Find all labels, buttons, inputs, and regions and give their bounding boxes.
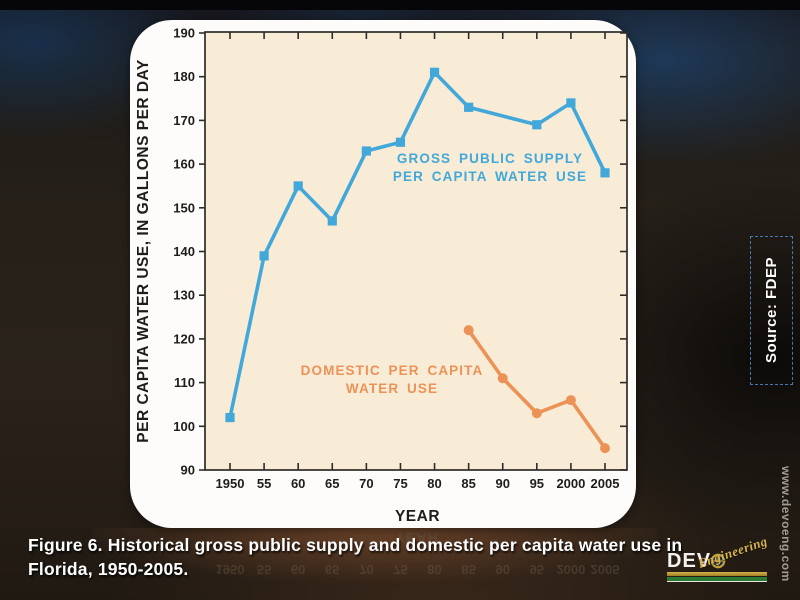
data-point-circle xyxy=(600,443,610,454)
data-point-square xyxy=(532,120,542,130)
data-point-circle xyxy=(565,395,576,406)
y-tick-label: 100 xyxy=(173,419,195,434)
devo-logo: DEV Engineering xyxy=(667,533,775,595)
figure-card: 1950 55 60 65 70 75 80 85 90 95 2000 2005 90 100 110 12… xyxy=(130,20,636,528)
x-tick-label: 60 xyxy=(291,476,305,491)
chart-svg: 1950 55 60 65 70 75 80 85 90 95 2000 2005 90 100 110 12… xyxy=(135,26,628,525)
x-tick-label: 55 xyxy=(257,476,271,491)
data-point-square xyxy=(361,146,371,156)
x-tick-label: 65 xyxy=(325,476,339,491)
y-tick-label: 150 xyxy=(173,200,195,215)
y-tick-label: 120 xyxy=(173,331,195,346)
logo-gold-bar xyxy=(667,572,767,576)
x-axis-title: YEAR xyxy=(395,508,440,525)
y-axis-title: PER CAPITA WATER USE, IN GALLONS PER DAY xyxy=(135,59,152,443)
y-tick-label: 110 xyxy=(174,375,195,390)
figure-caption: Figure 6. Historical gross public supply… xyxy=(28,533,748,581)
caption-line-1: Figure 6. Historical gross public supply… xyxy=(28,535,683,555)
data-point-square xyxy=(293,181,303,191)
watermark-text: www.devoeng.com xyxy=(779,466,793,582)
x-tick-label: 1950 xyxy=(216,476,245,491)
y-tick-label: 130 xyxy=(173,288,195,303)
y-tick-label: 190 xyxy=(173,26,195,41)
x-tick-label: 2005 xyxy=(591,476,620,491)
website-watermark: www.devoeng.com xyxy=(779,466,793,598)
data-point-square xyxy=(225,412,235,423)
y-tick-label: 160 xyxy=(173,157,195,172)
data-point-circle xyxy=(497,373,508,384)
logo-wordmark: DEV xyxy=(667,550,712,572)
series-label-domestic-per-capita-water-use: DOMESTIC PER CAPITA xyxy=(301,363,484,378)
data-point-square xyxy=(395,137,406,147)
plot-frame xyxy=(204,31,628,471)
x-tick-label: 70 xyxy=(359,476,373,491)
y-tick-label: 140 xyxy=(173,244,195,259)
card-reflection-glow xyxy=(92,528,657,592)
data-point-circle xyxy=(531,408,542,419)
plot-area xyxy=(205,32,627,470)
y-tick-label: 180 xyxy=(173,69,195,84)
data-point-square xyxy=(327,216,337,226)
source-badge: Source: FDEP xyxy=(750,236,793,385)
x-tick-label: 90 xyxy=(495,476,509,491)
y-tick-label: 90 xyxy=(181,463,195,478)
x-tick-label: 85 xyxy=(461,476,475,491)
target-crosshair-icon xyxy=(710,553,726,569)
x-tick-label: 75 xyxy=(393,476,407,491)
source-badge-label: Source: FDEP xyxy=(763,257,780,364)
data-point-circle xyxy=(463,325,474,336)
data-point-square xyxy=(429,67,440,77)
data-point-square xyxy=(600,168,610,178)
series-label-gross-public-supply-per-capita-water-use: PER CAPITA WATER USE xyxy=(393,169,587,184)
logo-green-bar xyxy=(667,577,767,582)
series-label-gross-public-supply-per-capita-water-use: GROSS PUBLIC SUPPLY xyxy=(397,151,583,166)
data-point-square xyxy=(464,102,474,112)
x-tick-label: 2000 xyxy=(556,476,585,491)
y-tick-label: 170 xyxy=(173,113,195,128)
series-label-domestic-per-capita-water-use: WATER USE xyxy=(346,381,438,396)
data-point-square xyxy=(566,98,576,108)
x-tick-label: 80 xyxy=(427,476,441,491)
top-border-strip xyxy=(0,0,800,10)
x-tick-label: 95 xyxy=(530,476,544,491)
data-point-square xyxy=(259,251,269,261)
caption-line-2: Florida, 1950-2005. xyxy=(28,559,189,579)
logo-wordmark-row: DEV xyxy=(667,551,775,571)
